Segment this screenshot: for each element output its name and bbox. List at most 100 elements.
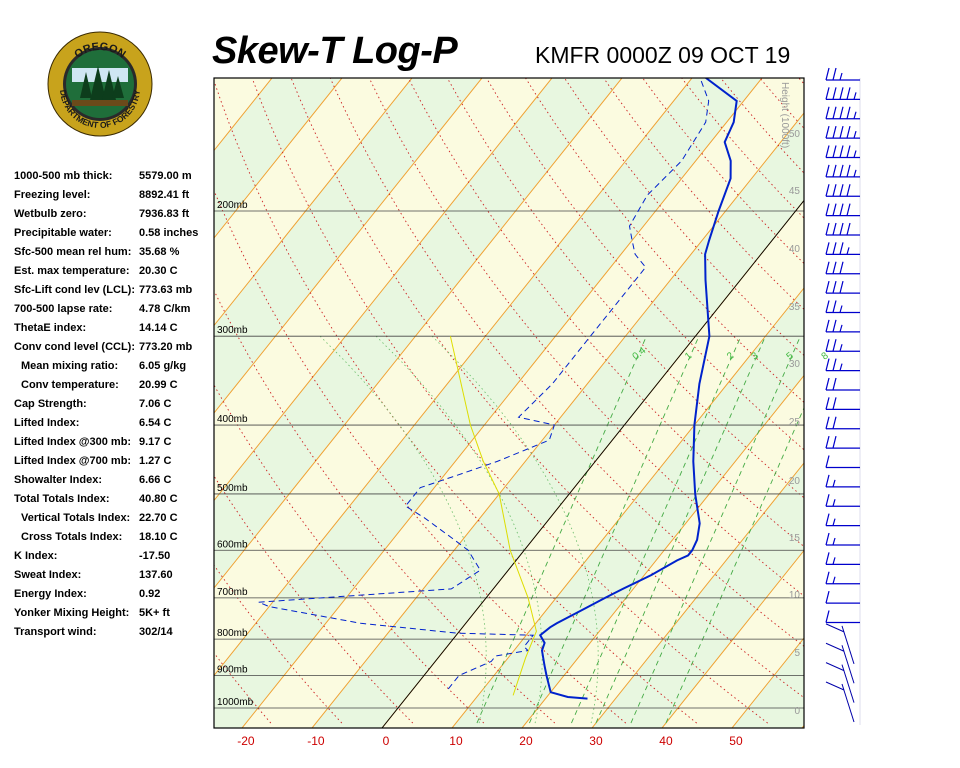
wind-barb [825, 397, 860, 410]
pressure-label: 200mb [217, 200, 248, 211]
dry-adiabat [251, 78, 768, 724]
mixing-ratio-label: 3 [750, 350, 762, 362]
height-tick-label: 50 [789, 129, 801, 140]
x-tick-label: -20 [237, 734, 255, 748]
wind-barb-flag [839, 164, 844, 178]
dry-adiabat [603, 78, 804, 310]
wind-barb-flag [825, 125, 830, 139]
wind-barb-flag [825, 377, 830, 391]
x-tick-label: -10 [307, 734, 325, 748]
isotherm-line [214, 78, 413, 327]
wind-barb-flag [825, 106, 830, 119]
stat-label: Freezing level: [14, 189, 91, 201]
wind-barb [825, 474, 860, 488]
wind-barb-flag [832, 125, 837, 139]
wind-barb-half-flag [839, 72, 843, 81]
wind-barb [825, 106, 860, 120]
wind-barb-flag [825, 532, 830, 546]
wind-barb-flag [825, 552, 830, 565]
stat-label: Lifted Index: [14, 417, 80, 429]
wind-barb [825, 571, 860, 585]
stat-row: Showalter Index: 6.66 C [14, 471, 214, 490]
stat-row: Mean mixing ratio: 6.05 g/kg [14, 357, 214, 376]
oregon-forestry-logo: OREGON DEPARTMENT OF FORESTRY [47, 31, 153, 137]
wind-barb-flag [839, 222, 844, 236]
isotherm-line [214, 78, 343, 239]
stat-value: 6.05 g/kg [139, 360, 187, 372]
stat-label: Cross Totals Index: [21, 531, 123, 543]
wind-barb-flag [839, 261, 844, 274]
wind-barb [825, 222, 860, 236]
height-tick-label: 15 [789, 533, 801, 544]
wind-barb [825, 494, 860, 507]
stat-row: Est. max temperature: 20.30 C [14, 262, 214, 281]
mixing-ratio-line [571, 336, 742, 724]
stat-label: Lifted Index @700 mb: [14, 455, 132, 467]
stat-value: 40.80 C [139, 493, 178, 505]
wind-barb-flag [832, 300, 837, 313]
stat-value: 0.58 inches [139, 227, 199, 239]
wind-barb-shaft [841, 683, 855, 723]
wind-barb-flag [832, 416, 837, 429]
stat-value: 5K+ ft [139, 607, 170, 619]
wind-barb [825, 164, 860, 178]
wind-barb-flag [832, 435, 837, 449]
height-tick-label: 30 [789, 359, 801, 370]
wind-barb-flag [825, 681, 845, 691]
wind-barb-flag [846, 164, 851, 178]
wind-barb [825, 377, 860, 391]
isotherm-line [214, 78, 693, 677]
stat-row: Sfc-Lift cond lev (LCL): 773.63 mb [14, 281, 214, 300]
dry-adiabat [214, 475, 414, 724]
tree-icon [90, 66, 106, 100]
wind-barb-flag [832, 87, 837, 100]
stat-row: Precipitable water: 0.58 inches [14, 224, 214, 243]
wind-barb-flag [825, 474, 830, 488]
logo-text-top: OREGON [72, 41, 127, 61]
mixing-ratio-label: 2 [725, 350, 737, 362]
isotherm-line [214, 78, 623, 589]
temperature-band [242, 78, 804, 728]
chart-title: Skew-T Log-P [212, 30, 458, 72]
wind-barb-half-flag [839, 324, 843, 333]
pressure-label: 500mb [217, 483, 248, 494]
wind-barb-flag [839, 106, 844, 119]
wind-barb-flag [846, 184, 851, 197]
mixing-ratio-label: 1 [683, 350, 695, 362]
wind-barb-flag [832, 203, 837, 216]
stat-label: Sfc-500 mean rel hum: [14, 246, 132, 258]
stat-label: Mean mixing ratio: [21, 360, 119, 372]
dry-adiabat [214, 79, 697, 724]
pressure-label: 800mb [217, 628, 248, 639]
wind-barb-flag [839, 280, 844, 294]
wind-barb [825, 681, 855, 723]
wind-barb [825, 358, 860, 372]
pressure-label: 700mb [217, 587, 248, 598]
stat-value: 35.68 % [139, 246, 180, 258]
stat-row: Conv cond level (CCL): 773.20 mb [14, 338, 214, 357]
x-tick-label: 0 [383, 734, 390, 748]
mixing-ratio-label: 5 [785, 350, 797, 362]
stat-label: Total Totals Index: [14, 493, 110, 505]
wind-barb-flag [839, 145, 844, 158]
wind-barb-flag [825, 513, 830, 526]
stat-value: 1.27 C [139, 455, 172, 467]
wind-barb-flag [825, 358, 830, 371]
wind-barb [825, 590, 860, 604]
wind-barb-flag [839, 87, 844, 100]
stat-value: 7.06 C [139, 398, 172, 410]
stat-label: Energy Index: [14, 588, 87, 600]
isotherm-line [241, 78, 763, 728]
isotherm-line [214, 78, 483, 414]
height-tick-label: 35 [789, 302, 801, 313]
wind-barb [825, 280, 860, 294]
height-tick-label: 10 [789, 590, 801, 601]
stat-row: Energy Index: 0.92 [14, 585, 214, 604]
wind-barb-half-flag [853, 130, 857, 139]
wind-barb-flag [825, 590, 830, 604]
stat-label: 700-500 lapse rate: [14, 303, 113, 315]
stat-label: Transport wind: [14, 626, 97, 638]
stat-value: 0.92 [139, 588, 161, 600]
pressure-label: 400mb [217, 414, 248, 425]
